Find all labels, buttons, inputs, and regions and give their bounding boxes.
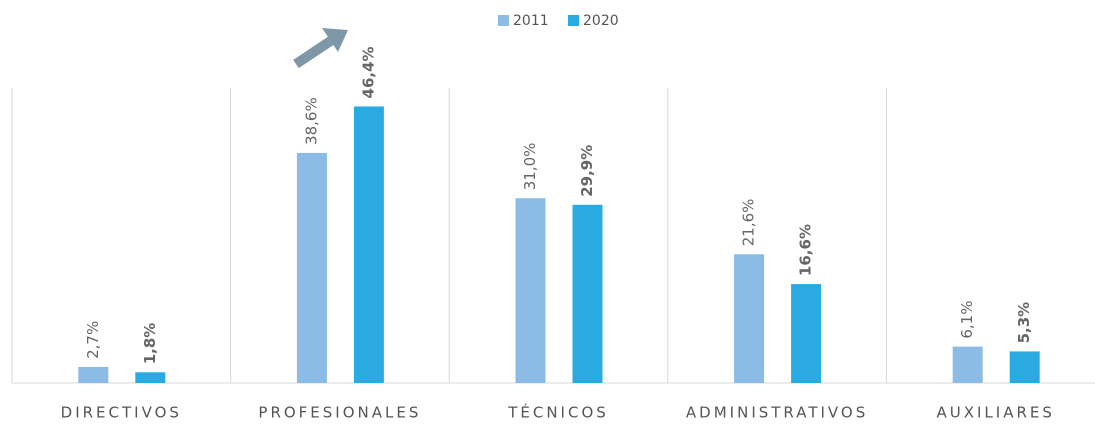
legend-label: 2020 [583,13,619,29]
arrow-shaft [293,35,335,69]
legend-swatch [568,15,579,26]
arrow-head [322,28,348,52]
bar [734,254,765,383]
bar [1009,351,1040,383]
value-label: 1,8% [141,323,159,365]
bar [353,106,384,384]
x-tick-label: TÉCNICOS [507,403,609,422]
x-tick-label: AUXILIARES [936,404,1054,422]
trend-arrow [293,28,348,69]
bar [296,152,327,383]
x-tick-label: ADMINISTRATIVOS [686,404,868,422]
value-label: 46,4% [359,46,377,98]
bar [952,346,983,383]
value-label: 21,6% [740,199,758,247]
legend-label: 2011 [513,13,549,29]
bar [572,204,603,383]
value-label: 2,7% [84,321,102,359]
value-label: 31,0% [521,143,539,191]
bar [515,198,546,383]
x-tick-label: DIRECTIVOS [61,404,182,422]
bar [78,366,109,383]
bar [135,372,166,383]
legend-swatch [498,15,509,26]
value-label: 38,6% [302,97,320,145]
value-label: 6,1% [958,301,976,339]
value-label: 16,6% [797,224,815,276]
bar [791,284,822,383]
value-label: 29,9% [578,145,596,197]
x-tick-label: PROFESIONALES [258,404,421,422]
value-label: 5,3% [1015,302,1033,344]
